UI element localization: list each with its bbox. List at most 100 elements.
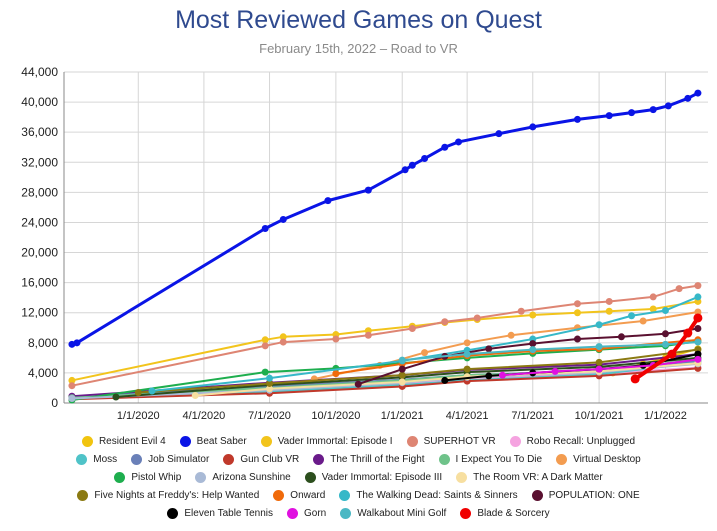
legend-item: Gorn: [286, 507, 327, 519]
data-point: [473, 314, 481, 322]
data-point: [529, 123, 537, 131]
legend-item: Onward: [273, 489, 326, 501]
data-point: [73, 339, 81, 347]
legend-swatch: [81, 435, 93, 447]
legend-item: Blade & Sorcery: [460, 507, 550, 519]
x-tick-label: 7/1/2020: [248, 410, 291, 422]
data-point: [573, 335, 581, 343]
data-point: [675, 285, 683, 293]
legend-item: The Thrill of the Fight: [313, 453, 425, 465]
legend-swatch: [340, 507, 352, 519]
data-point: [148, 387, 156, 395]
legend-row: Resident Evil 4 Beat Saber Vader Immortal:…: [0, 432, 717, 450]
series-line: [138, 348, 699, 394]
data-point: [639, 317, 647, 325]
data-point: [408, 325, 416, 333]
data-point: [661, 306, 669, 314]
x-tick-label: 10/1/2020: [311, 410, 360, 422]
legend-label: The Room VR: A Dark Matter: [473, 471, 603, 483]
data-point: [279, 215, 287, 223]
legend-item: Walkabout Mini Golf: [340, 507, 447, 519]
legend-item: SUPERHOT VR: [406, 435, 496, 447]
y-tick-label: 20,000: [21, 246, 58, 260]
legend-item: Virtual Desktop: [556, 453, 641, 465]
x-tick-label: 4/1/2021: [446, 410, 489, 422]
data-point: [628, 312, 636, 320]
data-point: [485, 372, 493, 380]
data-point: [463, 365, 471, 373]
data-point: [517, 307, 525, 315]
legend-label: Vader Immortal: Episode I: [277, 435, 393, 447]
data-point: [191, 391, 199, 399]
data-point: [694, 308, 702, 316]
data-point: [261, 224, 269, 232]
data-point: [529, 340, 537, 348]
data-point: [595, 358, 603, 366]
data-point: [649, 305, 657, 313]
legend-item: I Expect You To Die: [438, 453, 542, 465]
data-point: [628, 109, 636, 117]
legend-item: POPULATION: ONE: [531, 489, 640, 501]
legend-item: The Walking Dead: Saints & Sinners: [339, 489, 518, 501]
legend-row: Five Nights at Freddy's: Help Wanted Onwa…: [0, 486, 717, 504]
legend-label: Five Nights at Freddy's: Help Wanted: [94, 489, 260, 501]
data-point: [421, 349, 429, 357]
y-tick-label: 8,000: [28, 336, 58, 350]
data-point: [354, 380, 362, 388]
x-tick-label: 10/1/2021: [575, 410, 624, 422]
data-point: [112, 393, 120, 401]
data-point: [595, 321, 603, 329]
data-point: [408, 161, 416, 169]
data-point: [401, 166, 409, 174]
legend-swatch: [223, 453, 235, 465]
data-point: [441, 376, 449, 384]
data-point: [595, 365, 603, 373]
data-point: [507, 331, 515, 339]
legend-label: SUPERHOT VR: [423, 435, 496, 447]
legend-row: Pistol Whip Arizona Sunshine Vader Immorta…: [0, 468, 717, 486]
data-point: [694, 325, 702, 333]
legend-label: The Thrill of the Fight: [330, 453, 425, 465]
chart-legend: Resident Evil 4 Beat Saber Vader Immortal:…: [0, 432, 717, 522]
data-point: [573, 300, 581, 308]
data-point: [694, 355, 702, 363]
data-point: [683, 328, 693, 338]
y-tick-label: 24,000: [21, 215, 58, 229]
legend-swatch: [77, 489, 89, 501]
series-line: [115, 356, 698, 398]
legend-swatch: [179, 435, 191, 447]
y-tick-label: 0: [51, 396, 58, 410]
data-point: [605, 307, 613, 315]
legend-label: Walkabout Mini Golf: [357, 507, 447, 519]
series-line: [402, 341, 698, 362]
legend-swatch: [313, 453, 325, 465]
series-line: [71, 361, 699, 400]
data-point: [279, 333, 287, 341]
legend-label: Gun Club VR: [240, 453, 300, 465]
legend-swatch: [460, 507, 472, 519]
data-point: [605, 112, 613, 120]
data-point: [266, 385, 274, 393]
legend-label: Gorn: [303, 507, 327, 519]
series-line: [335, 338, 698, 375]
legend-swatch: [273, 489, 285, 501]
legend-swatch: [114, 471, 126, 483]
x-tick-label: 1/1/2021: [381, 410, 424, 422]
legend-label: Vader Immortal: Episode III: [321, 471, 443, 483]
legend-swatch: [195, 471, 207, 483]
data-point: [134, 388, 142, 396]
data-point: [661, 340, 669, 348]
data-point: [364, 331, 372, 339]
data-point: [364, 186, 372, 194]
legend-label: Moss: [93, 453, 118, 465]
legend-item: Pistol Whip: [114, 471, 181, 483]
data-point: [68, 376, 76, 384]
legend-swatch: [556, 453, 568, 465]
y-tick-label: 36,000: [21, 125, 58, 139]
legend-item: Eleven Table Tennis: [167, 507, 273, 519]
legend-item: Vader Immortal: Episode III: [304, 471, 443, 483]
legend-label: POPULATION: ONE: [548, 489, 640, 501]
legend-label: Onward: [290, 489, 326, 501]
legend-item: The Room VR: A Dark Matter: [456, 471, 603, 483]
y-tick-label: 16,000: [21, 276, 58, 290]
